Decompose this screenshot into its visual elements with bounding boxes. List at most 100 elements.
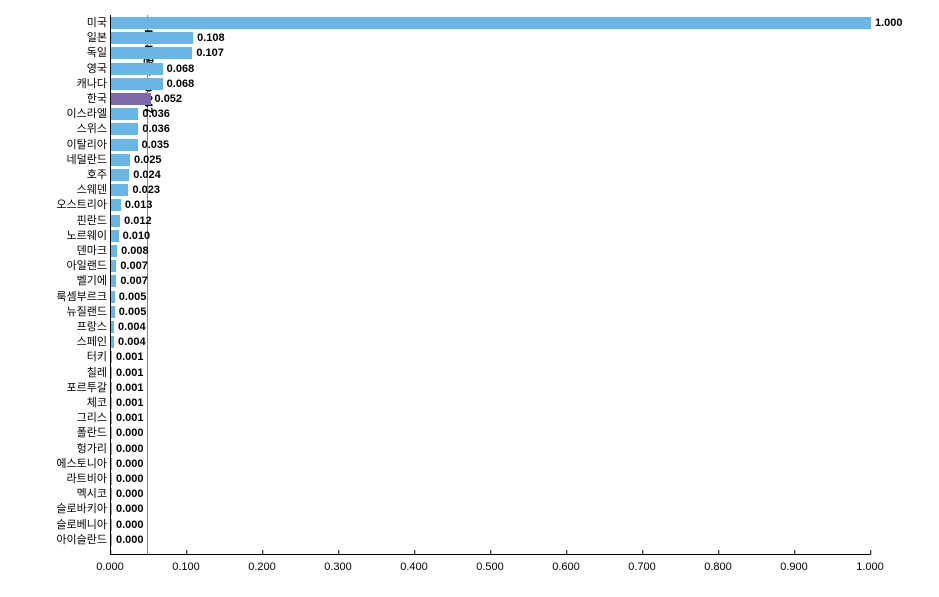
bar [111, 534, 112, 546]
bar-value-label: 0.108 [197, 32, 225, 44]
bar-value-label: 0.068 [167, 78, 195, 90]
bar [111, 443, 112, 455]
bar [111, 488, 112, 500]
bar-category-label: 호주 [87, 169, 111, 181]
bar-category-label: 아이슬란드 [56, 534, 111, 546]
bar-value-label: 0.036 [142, 123, 170, 135]
x-axis-tick-mark [642, 550, 643, 555]
bar-highlight [111, 93, 151, 105]
bar-category-label: 스페인 [77, 336, 111, 348]
bar [111, 154, 130, 166]
bar-category-label: 폴란드 [77, 427, 111, 439]
bar [111, 367, 112, 379]
bar-category-label: 일본 [87, 32, 111, 44]
bar-value-label: 0.000 [116, 488, 144, 500]
x-axis-tick-label: 0.400 [400, 561, 428, 573]
bar-value-label: 0.023 [132, 184, 160, 196]
x-axis: 0.0000.1000.2000.3000.4000.5000.6000.700… [110, 555, 870, 585]
bar-value-label: 0.008 [121, 245, 149, 257]
bar [111, 184, 128, 196]
bar-category-label: 아일랜드 [67, 260, 111, 272]
bar-value-label: 0.007 [120, 260, 148, 272]
bar-value-label: 0.012 [124, 215, 152, 227]
bar [111, 397, 112, 409]
bar-value-label: 0.005 [119, 291, 147, 303]
x-axis-tick: 0.100 [172, 555, 200, 573]
bar [111, 291, 115, 303]
bar-category-label: 네덜란드 [67, 154, 111, 166]
bar-value-label: 0.001 [116, 412, 144, 424]
bar [111, 351, 112, 363]
bar-value-label: 0.035 [142, 139, 170, 151]
bar-category-label: 칠레 [87, 367, 111, 379]
bar [111, 503, 112, 515]
bar-value-label: 0.025 [134, 154, 162, 166]
bar-category-label: 멕시코 [77, 488, 111, 500]
bar-category-label: 영국 [87, 63, 111, 75]
x-axis-tick-mark [338, 550, 339, 555]
bar-value-label: 0.024 [133, 169, 161, 181]
bar-value-label: 0.107 [196, 47, 224, 59]
bar [111, 199, 121, 211]
bar-value-label: 0.001 [116, 351, 144, 363]
bar [111, 123, 138, 135]
bar-category-label: 독일 [87, 47, 111, 59]
bar-category-label: 미국 [87, 17, 111, 29]
bar-category-label: 포르투갈 [67, 382, 111, 394]
bar [111, 427, 112, 439]
bar-category-label: 체코 [87, 397, 111, 409]
x-axis-tick-label: 0.800 [704, 561, 732, 573]
bar-category-label: 오스트리아 [56, 199, 111, 211]
x-axis-tick-mark [490, 550, 491, 555]
bar [111, 139, 138, 151]
bar-category-label: 룩셈부르크 [56, 291, 111, 303]
x-axis-tick-label: 0.500 [476, 561, 504, 573]
bar-value-label: 0.001 [116, 397, 144, 409]
x-axis-tick-label: 1.000 [856, 561, 884, 573]
bar [111, 230, 119, 242]
bar-category-label: 그리스 [77, 412, 111, 424]
bar [111, 382, 112, 394]
x-axis-tick: 0.700 [628, 555, 656, 573]
x-axis-tick-mark [566, 550, 567, 555]
bar-category-label: 슬로베니아 [56, 519, 111, 531]
plot-area: OECD 평균 : 0.047미국1.000일본0.108독일0.107영국0.… [110, 15, 870, 555]
bar-category-label: 한국 [87, 93, 111, 105]
x-axis-tick-label: 0.700 [628, 561, 656, 573]
bar [111, 245, 117, 257]
bar-category-label: 슬로바키아 [56, 503, 111, 515]
x-axis-tick: 0.300 [324, 555, 352, 573]
bar-value-label: 0.000 [116, 427, 144, 439]
bar-value-label: 0.052 [155, 93, 183, 105]
bar-category-label: 스위스 [77, 123, 111, 135]
x-axis-tick-label: 0.100 [172, 561, 200, 573]
x-axis-tick-label: 0.300 [324, 561, 352, 573]
bar [111, 473, 112, 485]
x-axis-tick-label: 0.000 [96, 561, 124, 573]
horizontal-bar-chart: OECD 평균 : 0.047미국1.000일본0.108독일0.107영국0.… [10, 10, 910, 587]
bar [111, 458, 112, 470]
bar [111, 63, 163, 75]
bar-value-label: 0.000 [116, 458, 144, 470]
bar-value-label: 0.000 [116, 519, 144, 531]
bar [111, 17, 871, 29]
bar-category-label: 벨기에 [77, 275, 111, 287]
bar-category-label: 뉴질랜드 [67, 306, 111, 318]
x-axis-tick: 0.800 [704, 555, 732, 573]
bar [111, 32, 193, 44]
bar-value-label: 0.001 [116, 382, 144, 394]
x-axis-tick: 0.900 [780, 555, 808, 573]
bar-category-label: 핀란드 [77, 215, 111, 227]
bar [111, 108, 138, 120]
x-axis-tick: 0.400 [400, 555, 428, 573]
x-axis-tick-label: 0.200 [248, 561, 276, 573]
bar [111, 336, 114, 348]
bar-category-label: 이스라엘 [67, 108, 111, 120]
bar-category-label: 스웨덴 [77, 184, 111, 196]
bar-category-label: 캐나다 [77, 78, 111, 90]
bar-category-label: 노르웨이 [67, 230, 111, 242]
bar-value-label: 0.005 [119, 306, 147, 318]
x-axis-tick: 0.000 [96, 555, 124, 573]
bar-value-label: 0.010 [123, 230, 151, 242]
bar-category-label: 에스토니아 [56, 458, 111, 470]
